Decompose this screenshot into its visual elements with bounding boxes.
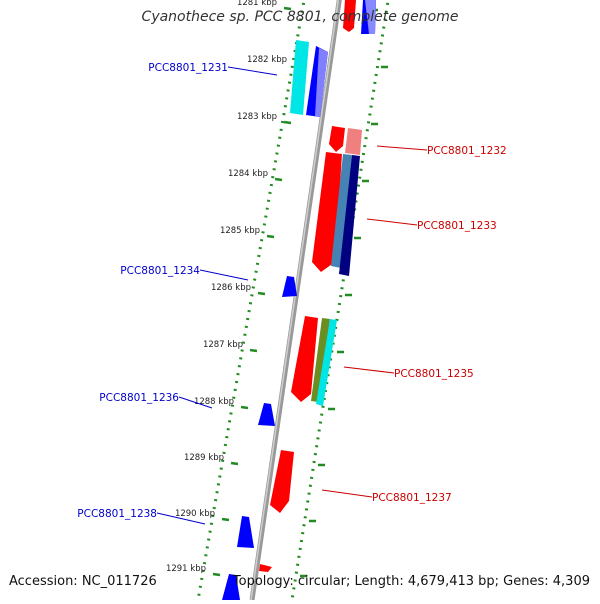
tick-mark — [257, 291, 266, 296]
gene-leader-line — [178, 396, 213, 409]
tick-mark — [283, 6, 292, 11]
tick-mark — [212, 572, 221, 577]
gene-label[interactable]: PCC8801_1236 — [99, 392, 179, 404]
gene-arrow-shade — [315, 48, 328, 117]
gene-arrow-shade — [365, 0, 376, 34]
gene-arrow — [291, 316, 318, 402]
gene-leader-line — [227, 66, 278, 76]
gene-arrow — [339, 155, 360, 276]
gene-label[interactable]: PCC8801_1234 — [120, 265, 200, 277]
gene-arrow — [316, 319, 337, 406]
gene-arrow — [311, 318, 330, 402]
tick-label: 1286 kbp — [211, 283, 251, 293]
gene-leader-line — [343, 366, 395, 374]
gene-leader-line — [376, 145, 428, 151]
gene-leader-line — [199, 269, 249, 281]
gene-label[interactable]: PCC8801_1238 — [77, 508, 157, 520]
tick-label: 1288 kbp — [194, 397, 234, 407]
gene-arrow — [343, 0, 356, 32]
gene-arrow — [331, 154, 352, 268]
gene-arrow — [282, 276, 297, 297]
ticks-layer: 1281 kbp 1282 kbp 1283 kbp 1284 kbp 1285 kbp… — [166, 0, 388, 578]
gene-leader-line — [366, 218, 418, 226]
tick-mark — [230, 461, 239, 466]
gene-arrow — [259, 564, 272, 572]
gene-arrow — [237, 516, 254, 548]
tick-label: 1287 kbp — [203, 340, 243, 350]
gene-label[interactable]: PCC8801_1231 — [148, 62, 228, 74]
tick-label: 1289 kbp — [184, 453, 224, 463]
topology-summary: Topology: circular; Length: 4,679,413 bp… — [232, 574, 590, 589]
tick-label: 1291 kbp — [166, 564, 206, 574]
tick-label: 1290 kbp — [175, 509, 215, 519]
tick-mark — [274, 177, 283, 182]
tick-mark — [266, 234, 275, 239]
tick-mark — [240, 405, 249, 410]
gene-label[interactable]: PCC8801_1237 — [372, 492, 452, 504]
tick-mark — [283, 120, 292, 125]
outer-track-guide — [290, 0, 390, 601]
gene-arrow — [290, 40, 309, 115]
gene-arrow — [270, 450, 294, 513]
tick-label: 1284 kbp — [228, 169, 268, 179]
tick-label: 1282 kbp — [247, 55, 287, 65]
gene-arrow — [345, 128, 362, 155]
gene-label[interactable]: PCC8801_1233 — [417, 220, 497, 232]
tick-mark — [221, 517, 230, 522]
accession-label: Accession: NC_011726 — [9, 574, 157, 589]
gene-label[interactable]: PCC8801_1235 — [394, 368, 474, 380]
gene-leader-line — [156, 512, 206, 525]
tick-label: 1281 kbp — [237, 0, 277, 8]
genes-layer — [222, 0, 376, 600]
gene-arrow — [329, 126, 345, 152]
genome-backbone-highlight — [250, 0, 340, 601]
gene-arrow — [222, 574, 240, 600]
gene-arrow — [258, 403, 275, 426]
gene-leader-line — [321, 489, 373, 498]
gene-label[interactable]: PCC8801_1232 — [427, 145, 507, 157]
tick-mark — [249, 348, 258, 353]
map-title: Cyanothece sp. PCC 8801, complete genome — [141, 9, 459, 25]
genome-backbone — [249, 0, 342, 601]
labels-layer: PCC8801_1231 PCC8801_1232 PCC8801_1233 PCC8… — [77, 62, 507, 525]
tick-label: 1283 kbp — [237, 112, 277, 122]
tick-label: 1285 kbp — [220, 226, 260, 236]
